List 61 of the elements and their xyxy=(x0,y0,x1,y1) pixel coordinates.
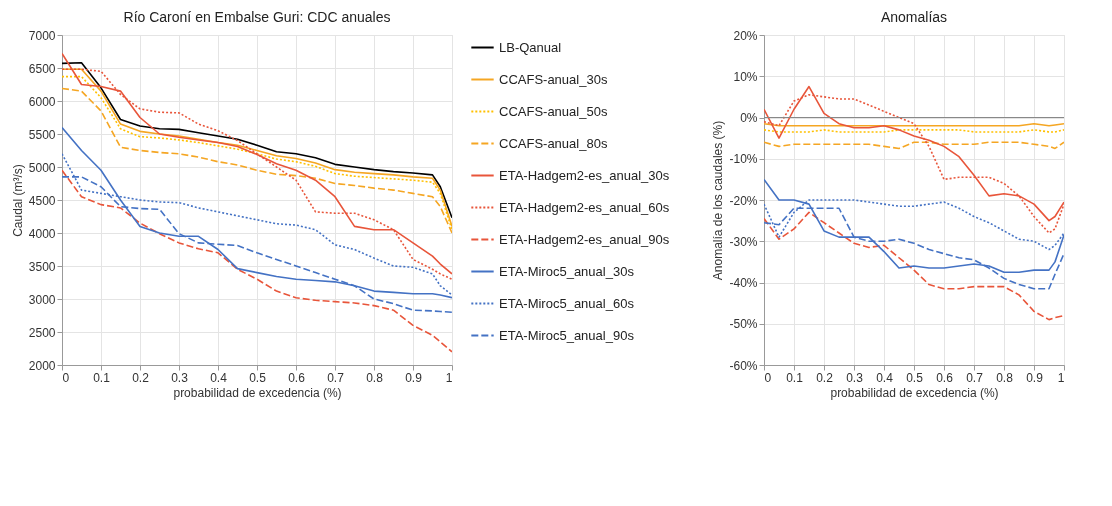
legend-label: CCAFS-anual_30s xyxy=(499,71,608,87)
x-tick-label: 0.7 xyxy=(966,370,984,385)
x-tick-label: 0.4 xyxy=(210,370,228,385)
y-tick-label: -20% xyxy=(729,193,758,208)
chart-title: Anomalías xyxy=(880,9,948,25)
x-tick-label: 1 xyxy=(445,370,453,385)
x-axis-title: probabilidad de excedencia (%) xyxy=(173,385,342,400)
legend-label: ETA-Miroc5_anual_90s xyxy=(499,327,635,343)
x-tick-label: 0.7 xyxy=(327,370,345,385)
y-tick-label: -30% xyxy=(729,234,758,249)
y-tick-label: 6000 xyxy=(28,94,56,109)
y-tick-label: -10% xyxy=(729,152,758,167)
x-tick-label: 0.2 xyxy=(816,370,834,385)
line-series xyxy=(62,169,452,353)
chart-title: Río Caroní en Embalse Guri: CDC anuales xyxy=(123,9,391,25)
x-tick-label: 1 xyxy=(1057,370,1065,385)
legend-label: CCAFS-anual_80s xyxy=(499,135,608,151)
legend-label: ETA-Hadgem2-es_anual_30s xyxy=(499,167,670,183)
x-tick-label: 0.3 xyxy=(846,370,864,385)
x-tick-label: 0.6 xyxy=(936,370,954,385)
legend-label: LB-Qanual xyxy=(499,39,562,55)
legend-label: CCAFS-anual_50s xyxy=(499,103,608,119)
y-tick-label: 6500 xyxy=(28,61,56,76)
legend-label: ETA-Hadgem2-es_anual_60s xyxy=(499,199,670,215)
y-axis-title: Caudal (m³/s) xyxy=(10,164,25,237)
x-tick-label: 0.8 xyxy=(366,370,384,385)
y-tick-label: 10% xyxy=(733,69,758,84)
x-tick-label: 0.1 xyxy=(93,370,111,385)
y-tick-label: 4500 xyxy=(28,193,56,208)
x-tick-label: 0.9 xyxy=(405,370,423,385)
y-tick-label: 3000 xyxy=(28,292,56,307)
legend-label: ETA-Miroc5_anual_60s xyxy=(499,295,635,311)
y-tick-label: 2500 xyxy=(28,325,56,340)
y-tick-label: 5000 xyxy=(28,160,56,175)
x-tick-label: 0.3 xyxy=(171,370,189,385)
x-axis-title: probabilidad de excedencia (%) xyxy=(830,385,999,400)
x-tick-label: 0.4 xyxy=(876,370,894,385)
y-tick-label: 20% xyxy=(733,28,758,43)
y-tick-label: -40% xyxy=(729,276,758,290)
y-tick-label: 7000 xyxy=(28,28,56,43)
x-tick-label: 0.5 xyxy=(906,370,924,385)
x-tick-label: 0.2 xyxy=(132,370,150,385)
x-tick-label: 0.6 xyxy=(288,370,306,385)
x-tick-label: 0.1 xyxy=(786,370,804,385)
y-tick-label: 2000 xyxy=(28,358,56,373)
x-tick-label: 0.9 xyxy=(1026,370,1044,385)
x-tick-label: 0 xyxy=(764,370,772,385)
y-tick-label: 5500 xyxy=(28,127,56,142)
y-tick-label: -50% xyxy=(729,317,758,332)
x-tick-label: 0 xyxy=(62,370,70,385)
line-series xyxy=(764,211,1064,321)
legend-label: ETA-Hadgem2-es_anual_90s xyxy=(499,231,670,247)
y-tick-label: -60% xyxy=(729,358,758,373)
y-tick-label: 3500 xyxy=(28,259,56,274)
y-axis-title: Anomalía de los caudales (%) xyxy=(711,120,726,281)
y-tick-label: 0% xyxy=(740,111,758,125)
x-tick-label: 0.5 xyxy=(249,370,267,385)
y-tick-label: 4000 xyxy=(28,226,56,241)
line-series xyxy=(764,141,1064,150)
legend-label: ETA-Miroc5_anual_30s xyxy=(499,263,635,279)
x-tick-label: 0.8 xyxy=(996,370,1014,385)
